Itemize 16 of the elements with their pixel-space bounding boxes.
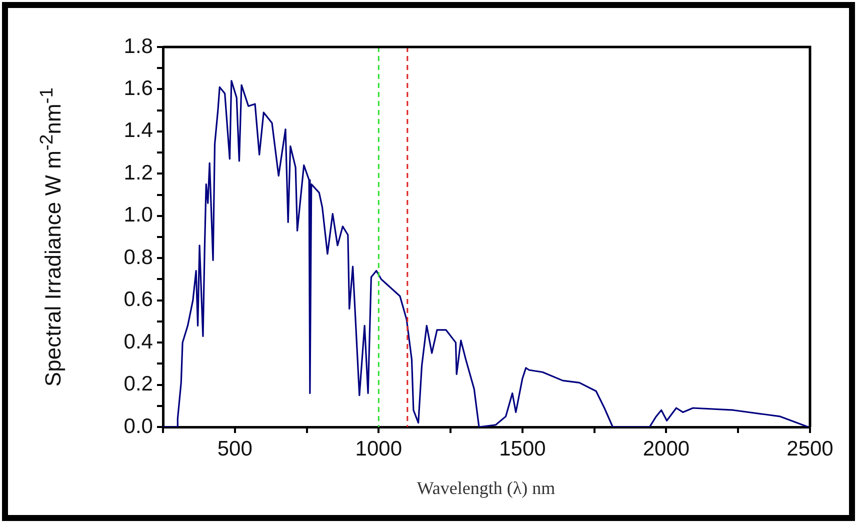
x-axis-title: Wavelength (λ) nm	[416, 478, 556, 499]
x-tick-label: 2000	[642, 437, 690, 460]
x-tick-label: 500	[217, 437, 252, 460]
y-tick-label: 1.8	[124, 34, 153, 58]
x-tick-label: 1000	[355, 437, 402, 460]
y-tick-label: 1.0	[124, 204, 153, 227]
y-tick-label: 0.8	[124, 246, 153, 269]
y-tick-label: 0.6	[124, 288, 153, 312]
y-tick-label: 0.4	[124, 330, 154, 354]
y-tick-label: 1.6	[124, 77, 153, 100]
x-tick-label: 1500	[499, 437, 546, 460]
y-tick-label: 1.4	[124, 119, 154, 142]
y-tick-label: 0.0	[124, 414, 153, 438]
y-tick-label: 1.2	[124, 161, 153, 184]
y-tick-label: 0.2	[124, 372, 153, 396]
x-tick-label: 2500	[786, 437, 834, 460]
